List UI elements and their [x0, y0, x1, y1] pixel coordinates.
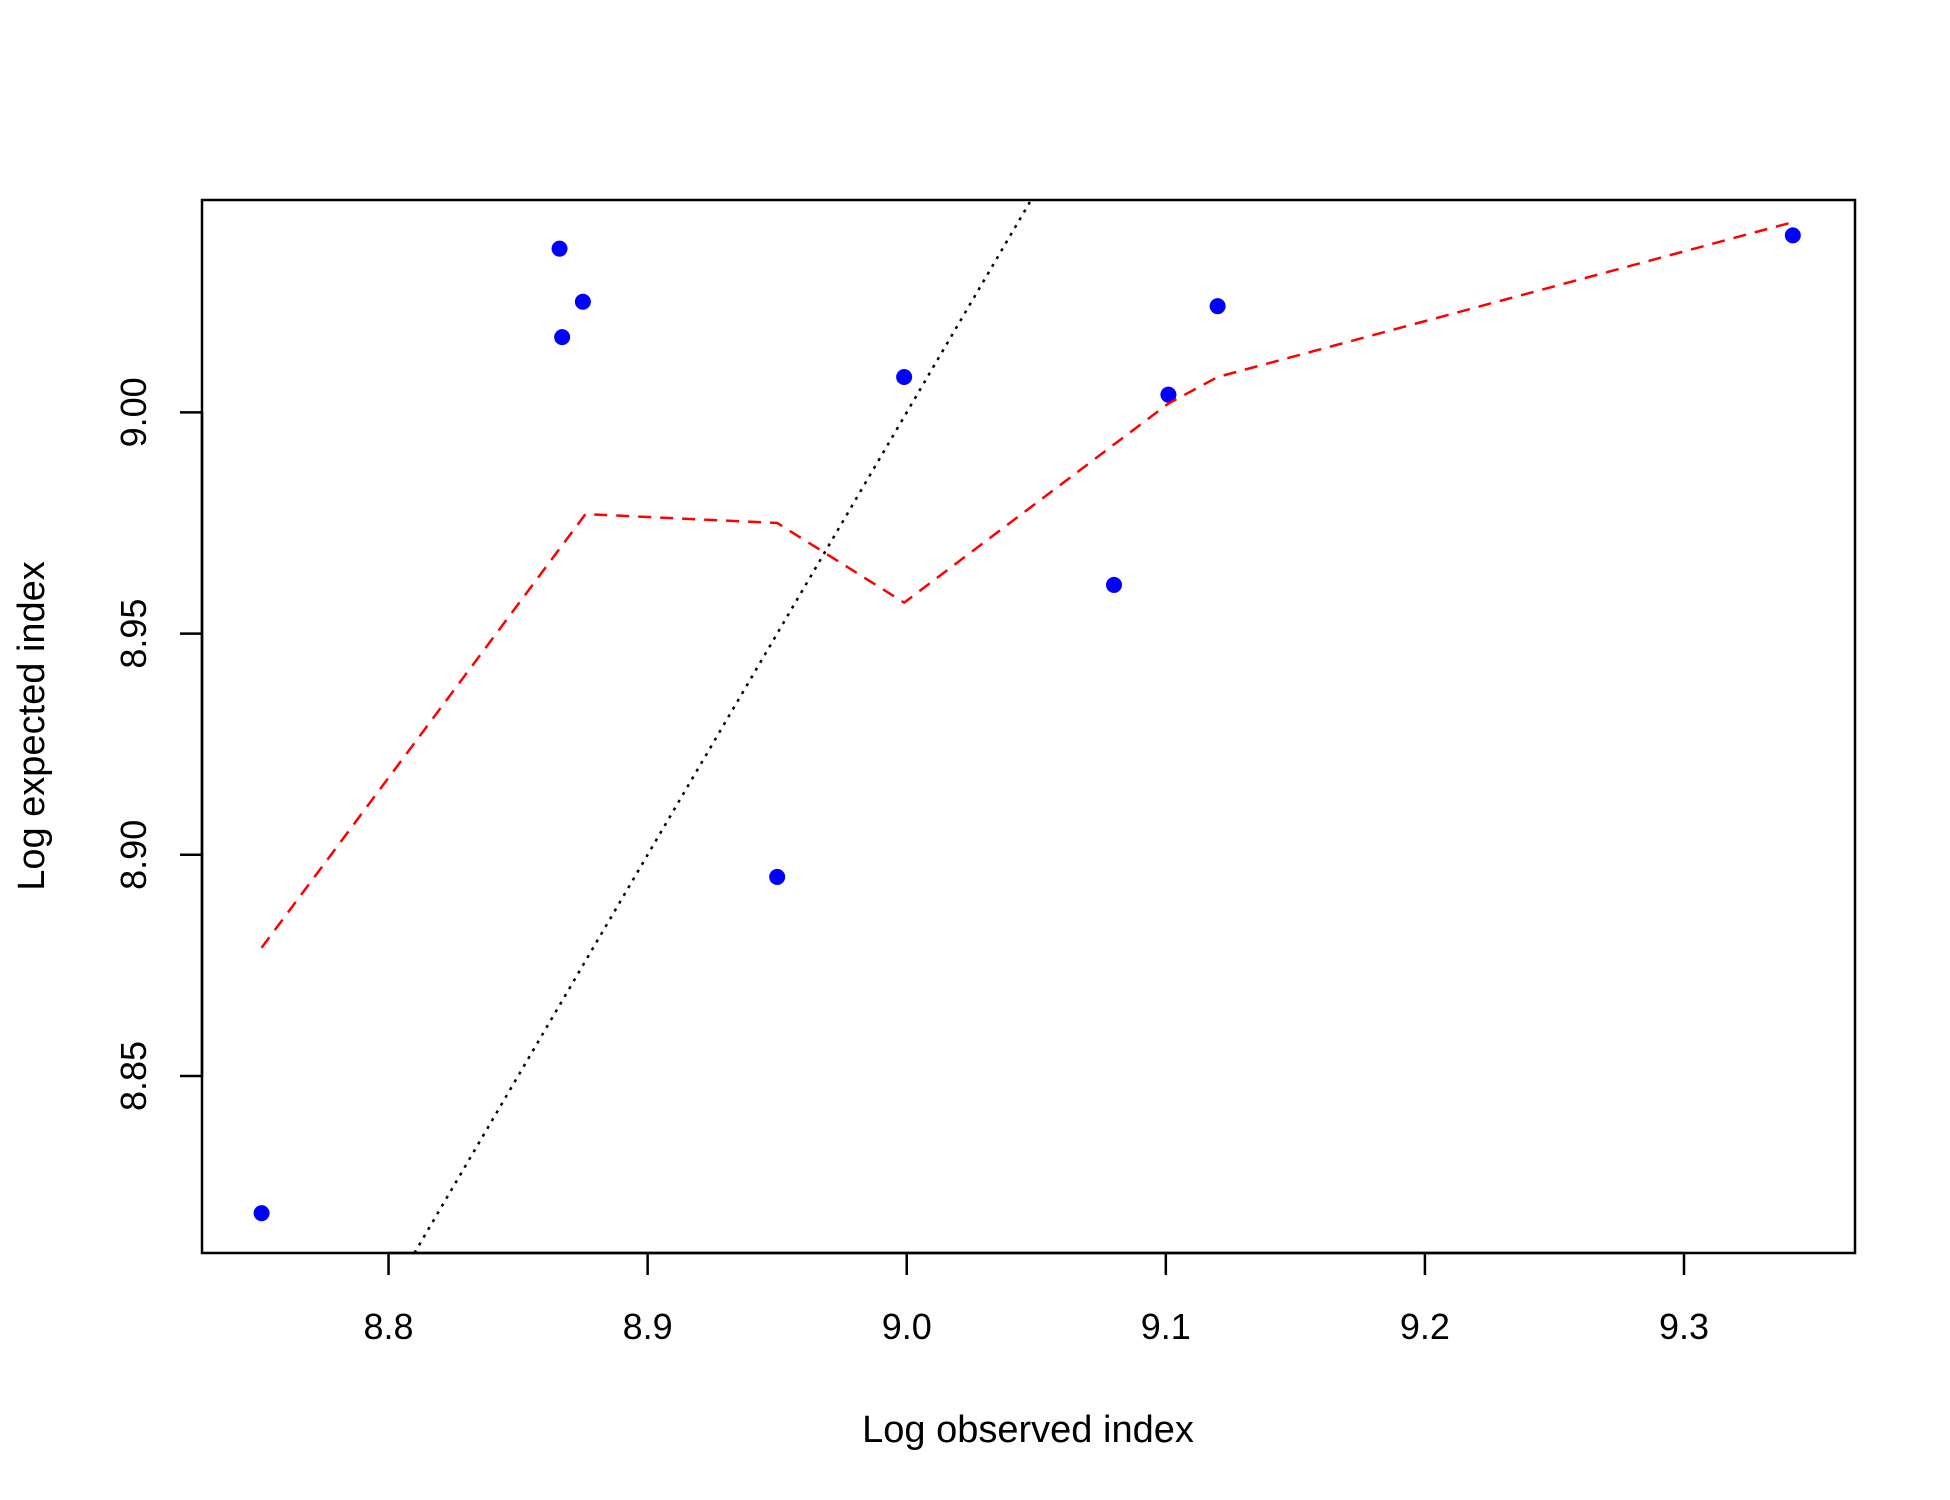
data-point	[253, 1205, 270, 1222]
plot-area	[253, 200, 1801, 1253]
data-point	[1784, 227, 1801, 244]
y-tick-label: 8.90	[113, 820, 154, 890]
x-tick-label: 9.0	[882, 1306, 932, 1347]
data-point	[1106, 576, 1122, 593]
x-tick-label: 8.9	[623, 1306, 673, 1347]
data-point	[551, 240, 568, 257]
y-axis: 8.85 8.90 8.95 9.00	[113, 377, 204, 1111]
y-tick-label: 8.85	[113, 1041, 154, 1111]
identity-reference-line	[413, 200, 1033, 1253]
x-tick-label: 9.3	[1659, 1306, 1709, 1347]
data-point	[574, 293, 591, 310]
plot-frame	[200, 198, 1857, 1255]
y-tick-label: 8.95	[113, 599, 154, 669]
y-axis-title: Log expected index	[11, 561, 53, 891]
x-tick-label: 9.1	[1141, 1306, 1191, 1347]
data-point	[769, 868, 786, 885]
x-tick-label: 9.2	[1400, 1306, 1450, 1347]
smoothed-trend-line	[260, 220, 1794, 949]
y-tick-label: 9.00	[113, 377, 154, 447]
x-axis: 8.8 8.9 9.0 9.1 9.2 9.3	[364, 1251, 1709, 1347]
x-axis-title: Log observed index	[862, 1409, 1194, 1451]
data-point	[554, 329, 571, 346]
data-point	[1160, 386, 1177, 403]
data-point	[896, 368, 913, 385]
data-point	[1209, 298, 1226, 315]
x-tick-label: 8.8	[364, 1306, 414, 1347]
